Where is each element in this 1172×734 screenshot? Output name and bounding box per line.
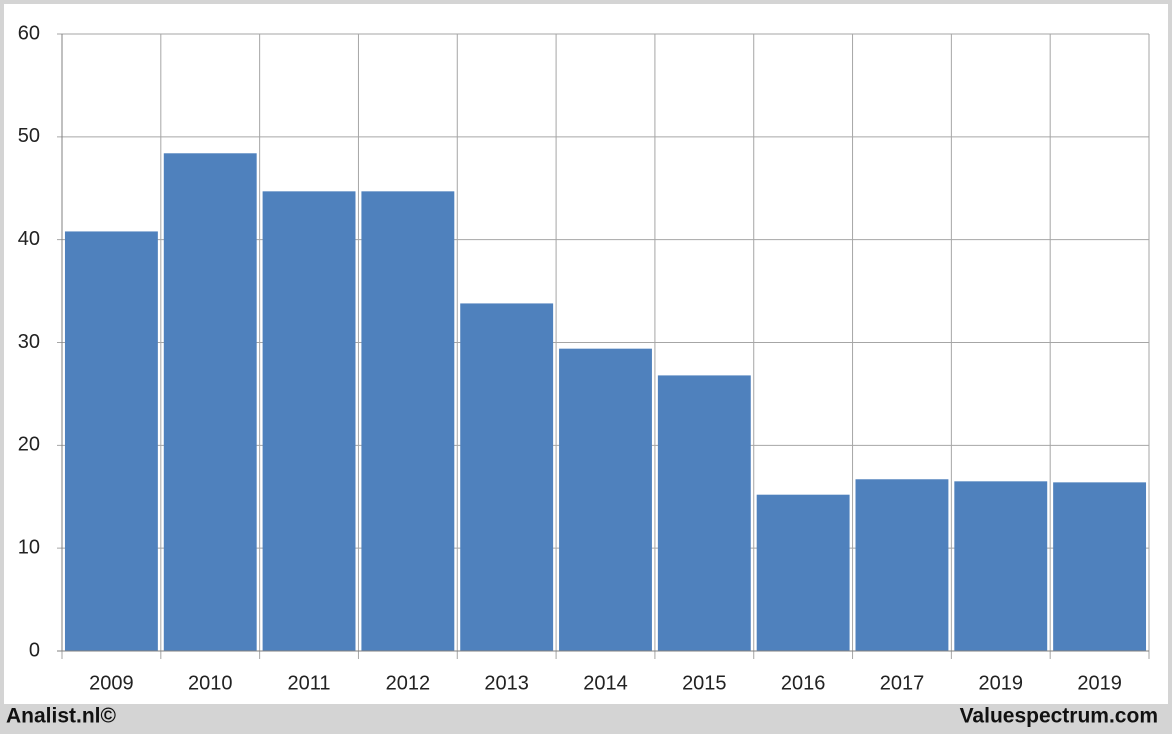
y-tick-label: 50 xyxy=(18,125,40,147)
bar xyxy=(756,494,850,651)
bar xyxy=(1053,482,1147,651)
x-tick-label: 2011 xyxy=(288,672,331,694)
bar xyxy=(460,303,554,651)
source-right: Valuespectrum.com xyxy=(960,705,1158,728)
bar xyxy=(657,375,751,651)
bar xyxy=(163,153,257,651)
bar xyxy=(64,231,158,651)
x-tick-label: 2019 xyxy=(1077,672,1122,694)
y-tick-label: 40 xyxy=(18,228,40,250)
y-tick-label: 60 xyxy=(18,22,40,44)
source-left: Analist.nl© xyxy=(6,705,117,728)
y-tick-label: 0 xyxy=(29,639,40,661)
x-tick-label: 2016 xyxy=(781,672,826,694)
x-tick-label: 2009 xyxy=(89,672,134,694)
x-tick-label: 2012 xyxy=(386,672,431,694)
bar xyxy=(361,191,455,651)
y-tick-label: 20 xyxy=(18,434,40,456)
y-tick-label: 10 xyxy=(18,536,40,558)
x-tick-label: 2015 xyxy=(682,672,727,694)
bar xyxy=(262,191,356,651)
x-tick-label: 2014 xyxy=(583,672,628,694)
bar xyxy=(855,479,949,651)
x-tick-label: 2010 xyxy=(188,672,233,694)
x-tick-label: 2019 xyxy=(979,672,1024,694)
bar xyxy=(954,481,1048,651)
bar xyxy=(559,348,652,651)
y-tick-label: 30 xyxy=(18,331,40,353)
x-tick-label: 2017 xyxy=(880,672,925,694)
x-tick-label: 2013 xyxy=(484,672,529,694)
